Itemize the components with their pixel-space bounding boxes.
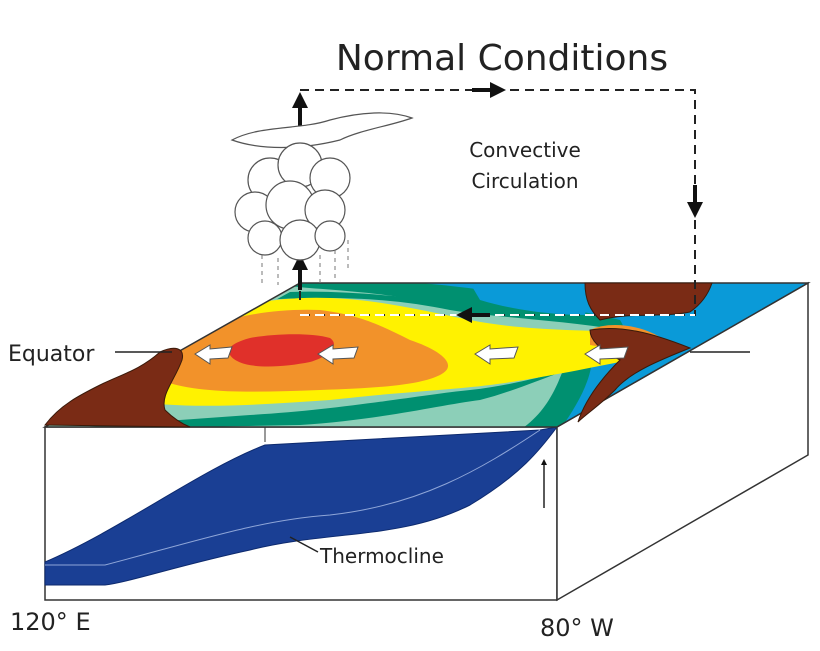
leader — [289, 536, 319, 553]
circulation-label: Convective — [469, 138, 581, 162]
trade-winds — [194, 344, 629, 365]
circulation-label: Circulation — [471, 169, 578, 193]
thermocline-label: Thermocline — [319, 544, 444, 568]
equator-label: Equator — [8, 342, 95, 367]
thermocline-line — [45, 429, 541, 566]
land-west — [44, 347, 191, 428]
box-top — [42, 282, 811, 428]
cloud — [230, 112, 414, 261]
circulation-arrows — [292, 82, 703, 323]
east-label: 80° W — [540, 614, 614, 642]
title: Normal Conditions — [336, 38, 668, 79]
west-label: 120° E — [10, 608, 91, 636]
rain — [261, 240, 349, 285]
thermocline-layer — [44, 426, 559, 586]
